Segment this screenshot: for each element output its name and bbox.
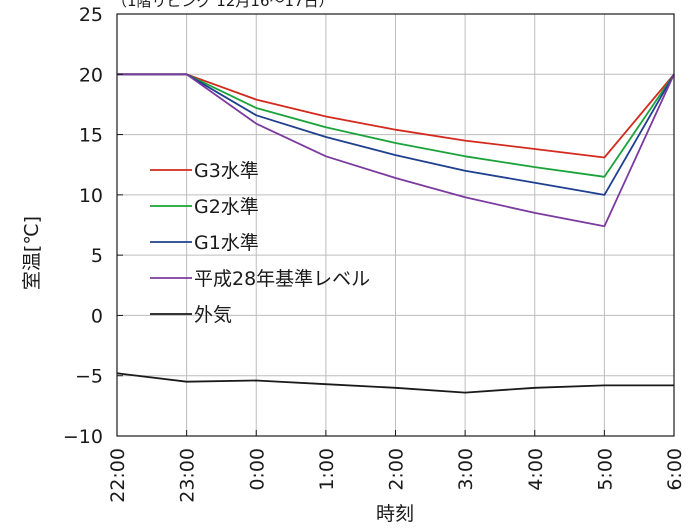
chart-subtitle: （1階リビング 12月16〜17日） [112, 0, 334, 10]
x-tick-label: 6:00 [664, 448, 686, 491]
series-line [117, 73, 675, 159]
y-axis-ticks: −10 −5 0 5 10 15 20 25 [63, 4, 123, 448]
legend-label: 外気 [194, 304, 232, 326]
legend-label: G3水準 [194, 160, 259, 182]
x-tick-label: 22:00 [107, 448, 129, 503]
legend-label: G1水準 [194, 232, 259, 254]
y-tick-label: 15 [79, 125, 103, 147]
series-line [116, 372, 674, 394]
x-tick-label: 2:00 [386, 448, 408, 491]
series-line [117, 73, 675, 178]
x-tick-label: 3:00 [455, 448, 477, 491]
x-tick-label: 1:00 [316, 448, 338, 491]
x-axis-title: 時刻 [376, 503, 414, 525]
y-tick-label: 25 [79, 4, 103, 26]
y-tick-label: −5 [75, 366, 103, 388]
y-tick-label: 10 [79, 185, 103, 207]
y-tick-label: 20 [79, 64, 103, 86]
y-tick-label: 0 [91, 305, 103, 327]
x-tick-label: 4:00 [525, 448, 547, 491]
y-tick-label: −10 [63, 426, 103, 448]
x-axis-ticks: 22:00 23:00 0:00 1:00 2:00 3:00 4:00 5:00 6:00 [107, 430, 686, 503]
series-line [117, 73, 675, 196]
y-axis-title: 室温[℃] [21, 216, 43, 290]
grid [117, 14, 674, 436]
y-tick-label: 5 [91, 245, 103, 267]
x-tick-label: 5:00 [594, 448, 616, 491]
legend-label: G2水準 [194, 196, 259, 218]
x-tick-label: 23:00 [177, 448, 199, 503]
x-tick-label: 0:00 [246, 448, 268, 491]
series-line [117, 73, 675, 228]
legend-label: 平成28年基準レベル [194, 268, 370, 290]
series-lines [116, 73, 675, 394]
